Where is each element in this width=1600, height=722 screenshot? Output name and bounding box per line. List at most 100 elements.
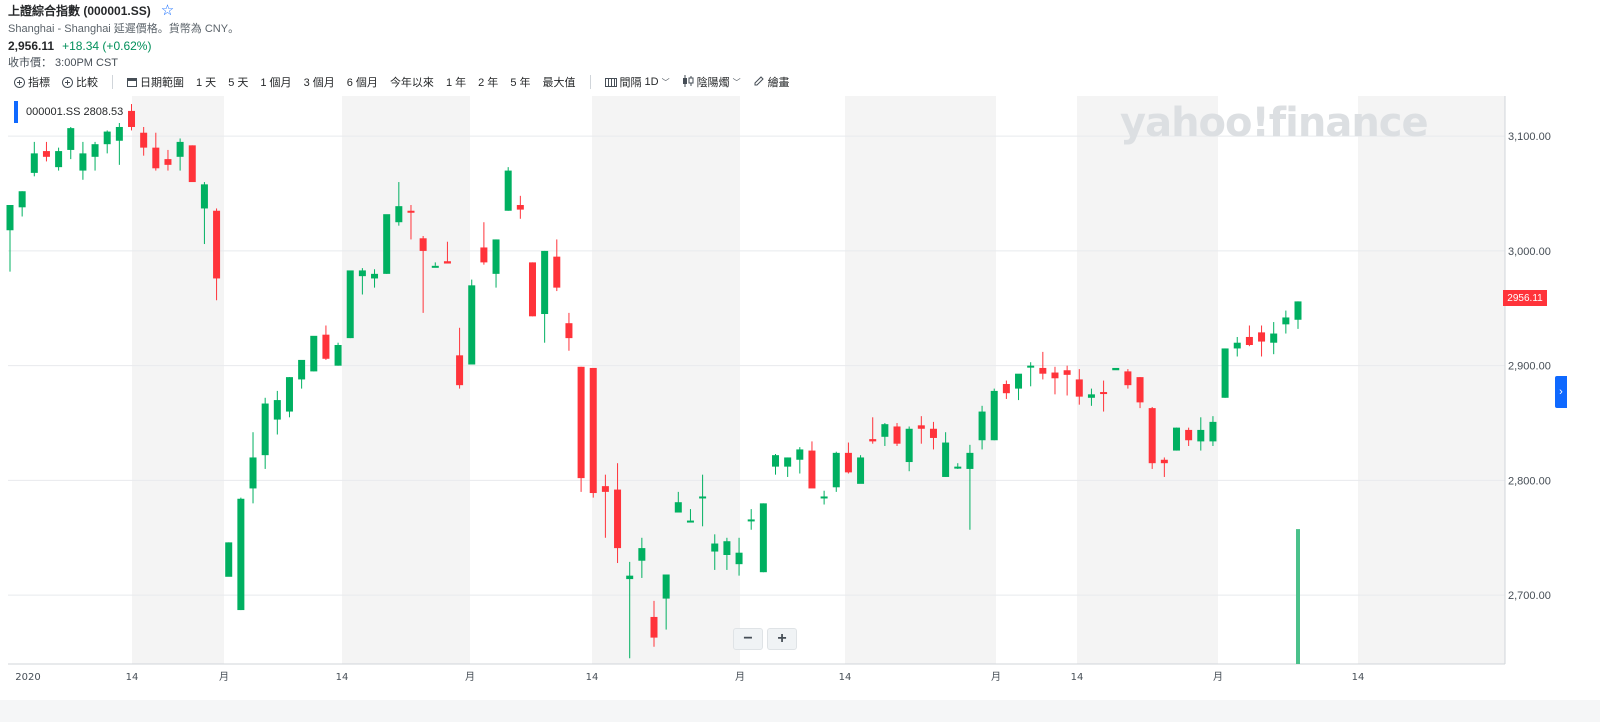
candle-up — [699, 496, 707, 499]
range-5d-button[interactable]: 5 天 — [228, 77, 249, 89]
candle-up — [91, 144, 99, 157]
candle-down — [456, 355, 464, 386]
chart-type-dropdown[interactable]: 陰陽燭 ﹀ — [676, 72, 747, 92]
star-outline-icon[interactable]: ☆ — [160, 1, 175, 19]
month-band — [342, 96, 470, 664]
candle-up — [747, 519, 755, 522]
candle-up — [784, 457, 792, 467]
candle-down — [1002, 384, 1010, 394]
symbol-label: 000001.SS — [26, 106, 81, 118]
symbol-value: 2808.53 — [83, 106, 124, 118]
candle-down — [480, 247, 488, 263]
candle-down — [601, 486, 609, 492]
candle-up — [346, 270, 354, 339]
last-price-tag: 2956.11 — [1503, 290, 1547, 306]
candle-up — [395, 206, 403, 223]
candle-down — [614, 489, 622, 549]
candle-up — [334, 345, 342, 366]
candle-up — [1027, 365, 1035, 368]
toolbar-divider — [589, 75, 591, 89]
candle-up — [6, 205, 14, 231]
close-time: 收市價： 3:00PM CST — [8, 57, 119, 69]
candle-up — [504, 170, 512, 211]
candle-up — [1209, 421, 1217, 442]
candle-up — [723, 541, 731, 555]
candle-up — [626, 575, 634, 580]
candle-up — [1282, 317, 1290, 325]
symbol-badge: 000001.SS 2808.53 — [14, 101, 124, 123]
plus-circle-icon — [14, 76, 25, 88]
range-1d-button[interactable]: 1 天 — [196, 77, 217, 89]
candle-up — [759, 503, 767, 573]
candle-up — [18, 191, 26, 208]
candle-down — [1185, 429, 1193, 441]
candle-up — [966, 452, 974, 469]
chevron-down-icon: ﹀ — [732, 77, 741, 87]
month-band — [592, 96, 740, 664]
indicators-label: 指標 — [28, 77, 50, 89]
x-tick-label: 14 — [336, 672, 349, 683]
indicators-button[interactable]: 指標 — [8, 72, 56, 92]
x-tick-label: 2020 — [15, 672, 40, 683]
candle-down — [443, 261, 451, 264]
range-max-button[interactable]: 最大值 — [542, 77, 576, 89]
candle-down — [152, 147, 160, 169]
candle-down — [1160, 459, 1168, 464]
zoom-out-button[interactable]: − — [733, 628, 763, 650]
candle-down — [128, 110, 136, 127]
candle-down — [1245, 336, 1253, 346]
pencil-icon — [753, 75, 765, 90]
draw-button[interactable]: 繪畫 — [747, 72, 796, 92]
quote-price: 2,956.11 — [8, 39, 55, 53]
range-2y-button[interactable]: 2 年 — [478, 77, 499, 89]
candle-up — [310, 335, 318, 372]
x-tick-label: 月 — [991, 671, 1001, 683]
compare-button[interactable]: 比較 — [56, 72, 104, 92]
candle-down — [1051, 372, 1059, 379]
interval-dropdown[interactable]: 間隔 1D ﹀ — [599, 72, 676, 92]
candle-up — [431, 265, 439, 268]
zoom-controls: − + — [733, 628, 797, 650]
candle-down — [407, 210, 415, 213]
x-tick-label: 14 — [1352, 672, 1365, 683]
candle-up — [978, 411, 986, 441]
candle-up — [686, 520, 694, 523]
candle-up — [115, 126, 123, 141]
candlestick-chart[interactable]: 3,100.00 3,000.00 2,900.00 2,800.00 2,700.00… — [0, 94, 1600, 694]
candle-down — [322, 334, 330, 359]
candle-down — [213, 210, 221, 279]
range-6m-button[interactable]: 6 個月 — [346, 77, 378, 89]
candle-up — [711, 543, 719, 552]
range-5y-button[interactable]: 5 年 — [510, 77, 531, 89]
candle-up — [1270, 333, 1278, 343]
candle-down — [917, 425, 925, 429]
volume-bar — [1296, 529, 1300, 664]
candle-up — [249, 457, 257, 489]
month-band — [1358, 96, 1505, 664]
range-3m-button[interactable]: 3 個月 — [303, 77, 335, 89]
candle-down — [528, 262, 536, 317]
zoom-in-button[interactable]: + — [767, 628, 797, 650]
candle-down — [1136, 377, 1144, 403]
range-ytd-button[interactable]: 今年以來 — [389, 77, 434, 89]
chevron-right-icon[interactable]: › — [1555, 376, 1567, 408]
candle-up — [30, 153, 38, 173]
quote-subtitle: Shanghai - Shanghai 延遲價格。貨幣為 CNY。 — [8, 23, 240, 35]
candle-up — [176, 141, 184, 157]
x-tick-label: 月 — [219, 671, 229, 683]
price-chart[interactable]: 3,100.00 3,000.00 2,900.00 2,800.00 2,700.00… — [0, 94, 1600, 699]
candle-down — [869, 439, 877, 442]
month-band — [132, 96, 224, 664]
range-1y-button[interactable]: 1 年 — [445, 77, 467, 89]
candle-up — [79, 153, 87, 171]
candle-down — [893, 426, 901, 444]
date-range-button[interactable]: 日期範圍 — [121, 72, 190, 92]
candle-up — [1112, 367, 1120, 371]
x-tick-label: 14 — [1071, 672, 1084, 683]
range-1m-button[interactable]: 1 個月 — [260, 77, 292, 89]
candle-down — [929, 428, 937, 438]
candle-up — [285, 377, 293, 412]
bottom-strip — [0, 700, 1600, 722]
candle-up — [225, 542, 233, 577]
candle-up — [103, 131, 111, 145]
